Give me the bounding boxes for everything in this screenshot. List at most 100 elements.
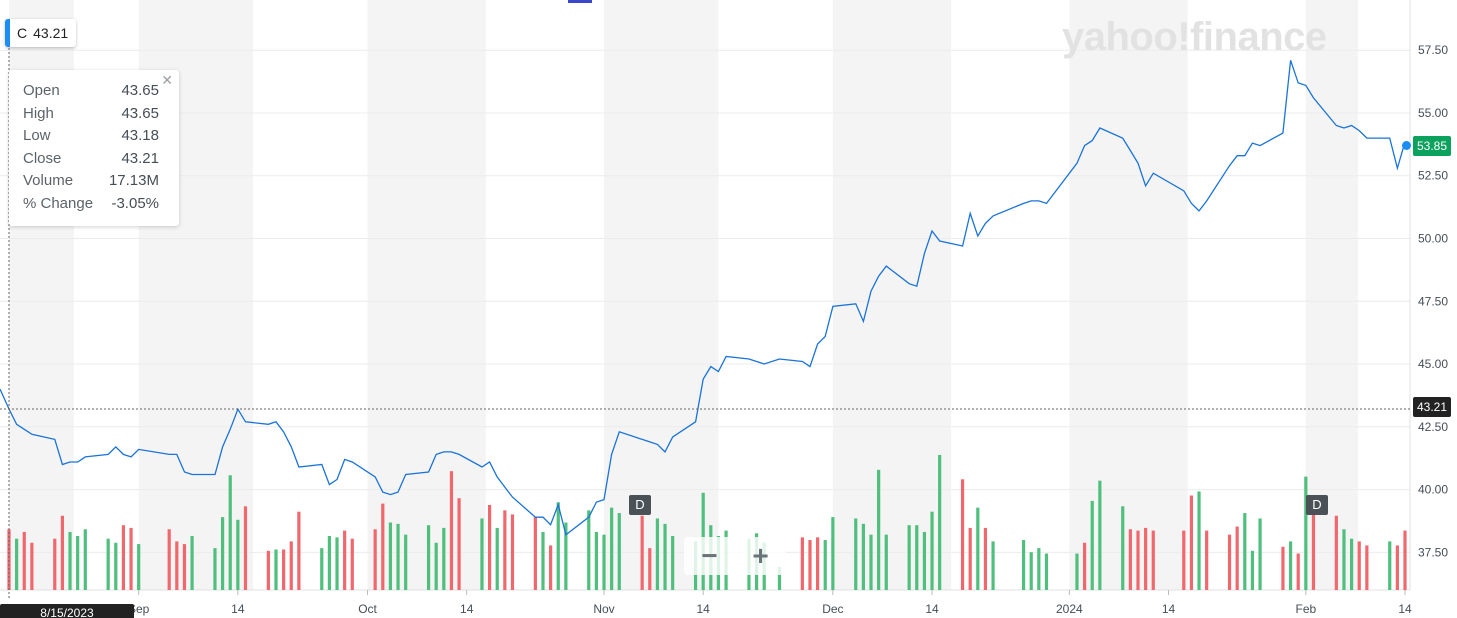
ohlc-change-row: % Change -3.05% [23, 193, 159, 216]
yahoo-finance-watermark: yahoo!finance [1062, 15, 1327, 59]
last-price-tag: 53.85 [1412, 136, 1451, 156]
volume-bar [617, 513, 621, 590]
volume-bar [114, 542, 118, 590]
ohlc-low-row: Low 43.18 [23, 125, 159, 148]
x-tick-label: Feb [1295, 602, 1316, 616]
volume-bar [1083, 542, 1087, 590]
volume-bar [877, 469, 881, 590]
volume-bar [976, 507, 980, 590]
y-tick-label: 55.00 [1418, 106, 1448, 120]
y-axis-ticks: 57.50 55.00 52.50 50.00 47.50 45.00 42.50 40.00… [1418, 43, 1448, 559]
close-icon[interactable]: ✕ [161, 72, 173, 88]
volume-bar [922, 531, 927, 590]
volume-bar [381, 503, 385, 590]
volume-bar [388, 522, 393, 590]
volume-bar [220, 517, 225, 590]
volume-bar [854, 518, 858, 590]
volume-bar [1304, 476, 1308, 590]
volume-bar [1311, 510, 1316, 590]
volume-bar [587, 510, 591, 590]
ohlc-label: Close [23, 149, 62, 167]
dividend-marker[interactable]: D [1306, 495, 1328, 515]
volume-bar [373, 529, 377, 590]
volume-bar [610, 507, 614, 590]
x-tick-label: 14 [1162, 602, 1176, 616]
x-tick-label: 2024 [1056, 602, 1083, 616]
y-tick-label: 52.50 [1418, 169, 1448, 183]
volume-bar [915, 525, 919, 590]
volume-bar [1098, 480, 1102, 590]
volume-bar [457, 498, 461, 590]
volume-bar [541, 531, 545, 590]
volume-bar [129, 527, 133, 590]
month-band-shade [367, 0, 486, 590]
ohlc-value: -3.05% [111, 194, 159, 212]
volume-bar [1037, 548, 1041, 590]
y-tick-label: 42.50 [1418, 420, 1448, 434]
volume-bar [777, 567, 782, 590]
volume-bar [1403, 530, 1407, 590]
volume-bar [1205, 530, 1209, 590]
volume-bar [1342, 529, 1346, 590]
volume-bar [1121, 506, 1125, 590]
volume-bar [228, 475, 232, 590]
volume-bar [602, 534, 606, 590]
volume-bar [1296, 553, 1300, 590]
volume-bar [1090, 500, 1094, 590]
volume-bar [1197, 491, 1201, 590]
volume-bar [533, 517, 537, 590]
dividend-marker[interactable]: D [629, 495, 651, 515]
volume-bar [7, 529, 11, 590]
volume-bar [137, 544, 141, 590]
volume-bar [968, 527, 972, 590]
ohlc-value: 43.65 [121, 104, 159, 122]
volume-bar [907, 525, 911, 590]
volume-bar [274, 549, 278, 590]
volume-bar [76, 536, 80, 590]
x-tick-label: 14 [231, 602, 245, 616]
volume-bars [7, 455, 1407, 590]
volume-bar [1235, 526, 1239, 590]
y-tick-label: 40.00 [1418, 483, 1448, 497]
volume-bar [671, 536, 675, 590]
volume-bar [480, 518, 484, 590]
volume-bar [60, 515, 64, 590]
ohlc-open-row: Open 43.65 [23, 80, 159, 103]
volume-bar [426, 525, 431, 590]
volume-bar [800, 537, 804, 590]
volume-bar [960, 479, 965, 590]
last-price-dot [1402, 141, 1411, 150]
ohlc-tooltip: ✕ Open 43.65 High 43.65 Low 43.18 Close 43.2… [9, 70, 179, 226]
symbol-legend[interactable]: C 43.21 [5, 19, 77, 47]
volume-bar [1365, 545, 1369, 590]
x-tick-label: Oct [358, 602, 377, 616]
volume-bar [869, 534, 873, 590]
ohlc-label: Low [23, 127, 51, 145]
volume-bar [213, 548, 217, 590]
volume-bar [1227, 534, 1232, 590]
volume-bar [556, 502, 560, 590]
volume-bar [335, 537, 339, 590]
volume-bar [121, 525, 126, 590]
volume-bar [404, 534, 408, 590]
volume-bar [190, 536, 194, 590]
zoom-in-button[interactable]: + [752, 540, 769, 571]
volume-bar [396, 523, 400, 590]
month-band-shade [604, 0, 719, 590]
volume-bar [1128, 529, 1132, 590]
ohlc-value: 43.65 [121, 82, 159, 99]
ohlc-value: 43.18 [121, 127, 159, 145]
y-tick-label: 57.50 [1418, 43, 1448, 57]
x-tick-label: 14 [925, 602, 939, 616]
volume-bar [930, 511, 934, 590]
volume-bar [564, 522, 568, 590]
zoom-out-button[interactable]: − [701, 540, 718, 571]
volume-bar [663, 523, 667, 590]
volume-bar [434, 542, 438, 590]
volume-bar [495, 527, 499, 590]
volume-bar [1395, 545, 1399, 590]
volume-bar [167, 529, 171, 590]
volume-bar [1044, 553, 1049, 590]
volume-bar [243, 506, 248, 590]
